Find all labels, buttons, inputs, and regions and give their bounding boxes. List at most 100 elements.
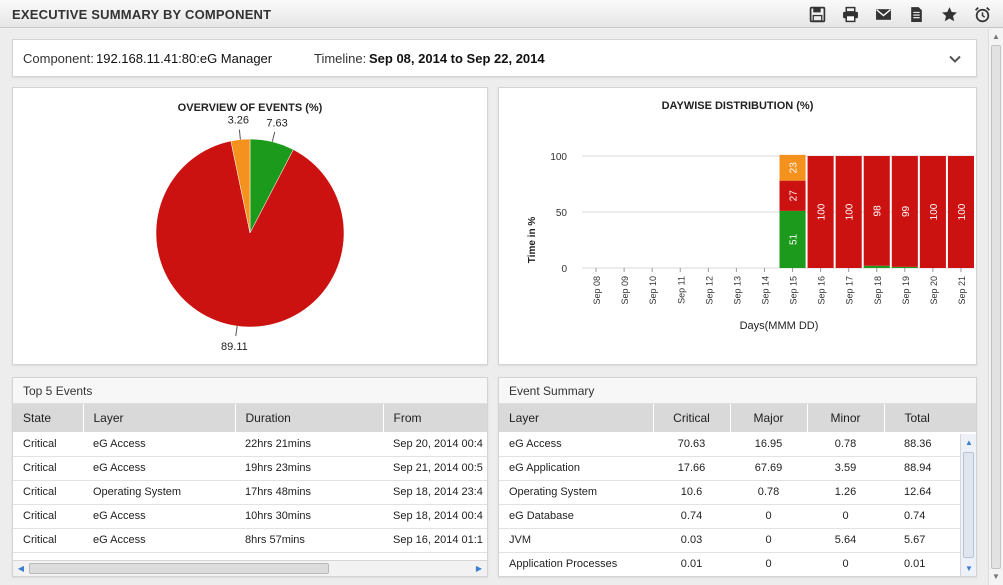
column-header-layer[interactable]: Layer bbox=[499, 404, 654, 432]
column-header-duration[interactable]: Duration bbox=[235, 404, 384, 432]
event-summary-panel: Event Summary Layer Critical Major Minor… bbox=[498, 377, 977, 577]
x-tick-label: Sep 11 bbox=[676, 276, 686, 304]
column-header-minor[interactable]: Minor bbox=[807, 404, 885, 432]
page-header: EXECUTIVE SUMMARY BY COMPONENT bbox=[0, 0, 1003, 28]
x-tick-label: Sep 19 bbox=[901, 276, 911, 305]
events-overview-panel: OVERVIEW OF EVENTS (%) 7.63 89.11 3.26 bbox=[12, 87, 488, 365]
event-summary-table: Layer Critical Major Minor Total eG Acce… bbox=[499, 404, 976, 576]
table-row[interactable]: eG Access 70.63 16.95 0.78 88.36 bbox=[499, 432, 976, 457]
table-row[interactable]: eG Application 17.66 67.69 3.59 88.94 bbox=[499, 456, 976, 481]
column-header-layer[interactable]: Layer bbox=[83, 404, 236, 432]
table-row[interactable]: JVM 0.03 0 5.64 5.67 bbox=[499, 528, 976, 553]
bar-segment[interactable] bbox=[863, 156, 890, 266]
bar-segment[interactable] bbox=[807, 156, 834, 268]
scroll-left-icon[interactable]: ◀ bbox=[17, 563, 25, 573]
pie-value-label: 7.63 bbox=[266, 117, 287, 129]
scroll-up-icon[interactable]: ▲ bbox=[965, 437, 973, 447]
bar-segment[interactable] bbox=[835, 156, 862, 268]
table-row[interactable]: Application Processes 0.01 0 0 0.01 bbox=[499, 552, 976, 576]
column-header-major[interactable]: Major bbox=[730, 404, 808, 432]
bar-chart-title: DAYWISE DISTRIBUTION (%) bbox=[661, 100, 814, 112]
main-content: Component: 192.168.11.41:80:eG Manager T… bbox=[0, 29, 988, 585]
alarm-clock-icon[interactable] bbox=[966, 3, 999, 25]
bar-data-label: 99 bbox=[901, 205, 912, 217]
duration-cell: 17hrs 48mins bbox=[235, 480, 383, 505]
daywise-distribution-panel: DAYWISE DISTRIBUTION (%) 0 50 100 51 27 23 10… bbox=[498, 87, 977, 365]
bar-segment[interactable] bbox=[891, 156, 918, 267]
state-cell: Critical bbox=[13, 432, 83, 457]
table-row[interactable]: Critical eG Access 19hrs 23mins Sep 21, … bbox=[13, 456, 487, 481]
top-events-panel: Top 5 Events State Layer Duration From C… bbox=[12, 377, 488, 577]
bar-segment[interactable] bbox=[919, 156, 946, 268]
event-summary-vertical-scrollbar[interactable]: ▲ ▼ bbox=[960, 434, 976, 576]
column-header-state[interactable]: State bbox=[13, 404, 84, 432]
major-cell: 0 bbox=[730, 504, 807, 529]
pie-value-label: 3.26 bbox=[228, 115, 249, 127]
timeline-label: Timeline: bbox=[314, 51, 367, 66]
state-cell: Critical bbox=[13, 456, 83, 481]
layer-cell: eG Access bbox=[83, 456, 235, 481]
document-icon[interactable] bbox=[900, 3, 933, 25]
scrollbar-thumb[interactable] bbox=[963, 452, 974, 558]
minor-cell: 0 bbox=[807, 552, 884, 576]
horizontal-scrollbar[interactable]: ◀ ▶ bbox=[13, 560, 487, 576]
table-row[interactable]: Critical eG Access 22hrs 21mins Sep 20, … bbox=[13, 432, 487, 457]
event-summary-title: Event Summary bbox=[499, 378, 976, 404]
table-row[interactable]: eG Database 0.74 0 0 0.74 bbox=[499, 504, 976, 529]
major-cell: 0 bbox=[730, 552, 807, 576]
state-cell: Critical bbox=[13, 528, 83, 553]
from-cell: Sep 21, 2014 00:5 bbox=[383, 456, 487, 481]
pie-chart-title: OVERVIEW OF EVENTS (%) bbox=[177, 102, 323, 114]
scrollbar-thumb[interactable] bbox=[29, 563, 329, 574]
header-toolbar bbox=[801, 3, 999, 25]
pie-label-leader bbox=[235, 326, 238, 337]
critical-cell: 10.6 bbox=[653, 480, 730, 505]
table-row[interactable]: Critical eG Access 10hrs 30mins Sep 18, … bbox=[13, 504, 487, 529]
layer-cell: Operating System bbox=[83, 480, 235, 505]
layer-cell: eG Access bbox=[83, 528, 235, 553]
x-tick-label: Sep 20 bbox=[929, 276, 939, 305]
pie-slice-critical[interactable] bbox=[155, 140, 345, 328]
column-header-critical[interactable]: Critical bbox=[653, 404, 731, 432]
table-header-row: Layer Critical Major Minor Total bbox=[499, 404, 976, 432]
column-header-from[interactable]: From bbox=[383, 404, 487, 432]
layer-cell: eG Application bbox=[499, 456, 653, 481]
minor-cell: 5.64 bbox=[807, 528, 884, 553]
bar-segment[interactable] bbox=[779, 210, 806, 268]
column-header-total[interactable]: Total bbox=[884, 404, 976, 432]
save-icon[interactable] bbox=[801, 3, 834, 25]
bar-segment[interactable] bbox=[863, 265, 890, 268]
scroll-up-icon[interactable]: ▲ bbox=[992, 32, 1000, 41]
top-events-table: State Layer Duration From Critical eG Ac… bbox=[13, 404, 487, 553]
layer-cell: Application Processes bbox=[499, 552, 653, 576]
chevron-down-icon[interactable] bbox=[948, 52, 962, 66]
pie-value-label: 89.11 bbox=[221, 341, 248, 353]
bar-segment[interactable] bbox=[779, 154, 806, 181]
bar-segment[interactable] bbox=[947, 156, 974, 268]
scroll-right-icon[interactable]: ▶ bbox=[475, 563, 483, 573]
layer-cell: eG Access bbox=[499, 432, 653, 457]
print-icon[interactable] bbox=[834, 3, 867, 25]
from-cell: Sep 18, 2014 23:4 bbox=[383, 480, 487, 505]
table-row[interactable]: Critical Operating System 17hrs 48mins S… bbox=[13, 480, 487, 505]
scroll-down-icon[interactable]: ▼ bbox=[992, 572, 1000, 581]
scroll-down-icon[interactable]: ▼ bbox=[965, 563, 973, 573]
duration-cell: 22hrs 21mins bbox=[235, 432, 383, 457]
mail-icon[interactable] bbox=[867, 3, 900, 25]
scrollbar-thumb[interactable] bbox=[991, 45, 1001, 569]
table-row[interactable]: Operating System 10.6 0.78 1.26 12.64 bbox=[499, 480, 976, 505]
minor-cell: 3.59 bbox=[807, 456, 884, 481]
table-row[interactable]: Critical eG Access 8hrs 57mins Sep 16, 2… bbox=[13, 528, 487, 553]
filter-bar: Component: 192.168.11.41:80:eG Manager T… bbox=[12, 39, 977, 77]
bar-segment[interactable] bbox=[779, 180, 806, 211]
layer-cell: JVM bbox=[499, 528, 653, 553]
major-cell: 0.78 bbox=[730, 480, 807, 505]
page-vertical-scrollbar[interactable]: ▲ ▼ bbox=[988, 29, 1003, 585]
bar-data-label: 100 bbox=[929, 203, 940, 220]
major-cell: 0 bbox=[730, 528, 807, 553]
bar-data-label: 98 bbox=[873, 205, 884, 217]
daywise-bar-chart: 0 50 100 51 27 23 100 100 98 99 100 100 Sep 08 Sep … bbox=[527, 152, 975, 332]
state-cell: Critical bbox=[13, 480, 83, 505]
bar-segment[interactable] bbox=[891, 266, 918, 268]
star-icon[interactable] bbox=[933, 3, 966, 25]
